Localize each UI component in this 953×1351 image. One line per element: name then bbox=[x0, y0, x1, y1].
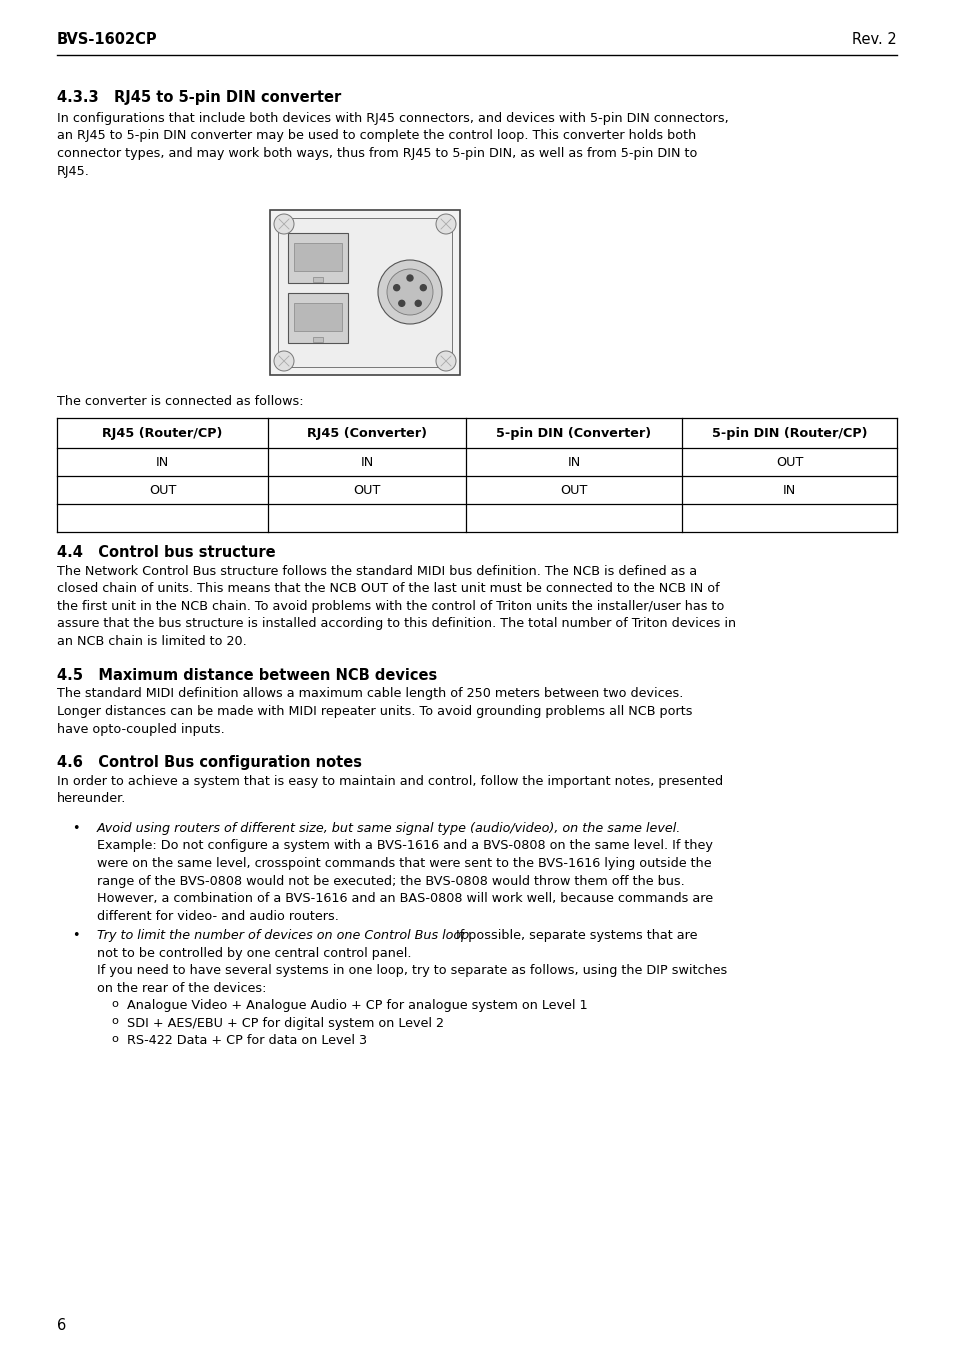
Bar bbox=[277, 218, 452, 367]
Bar bbox=[294, 243, 341, 272]
Circle shape bbox=[387, 269, 433, 315]
Text: Avoid using routers of different size, but same signal type (audio/video), on th: Avoid using routers of different size, b… bbox=[97, 821, 680, 835]
Text: BVS-1602CP: BVS-1602CP bbox=[57, 32, 157, 47]
Circle shape bbox=[274, 213, 294, 234]
Bar bbox=[313, 277, 323, 282]
Circle shape bbox=[420, 285, 426, 290]
Text: IN: IN bbox=[567, 455, 580, 469]
Text: 4.4   Control bus structure: 4.4 Control bus structure bbox=[57, 544, 275, 561]
Text: If possible, separate systems that are: If possible, separate systems that are bbox=[452, 929, 697, 942]
Bar bbox=[270, 209, 459, 376]
Text: •: • bbox=[71, 929, 79, 942]
Circle shape bbox=[394, 285, 399, 290]
Bar bbox=[288, 293, 348, 343]
Text: were on the same level, crosspoint commands that were sent to the BVS-1616 lying: were on the same level, crosspoint comma… bbox=[97, 857, 711, 870]
Text: 4.6   Control Bus configuration notes: 4.6 Control Bus configuration notes bbox=[57, 755, 361, 770]
Text: different for video- and audio routers.: different for video- and audio routers. bbox=[97, 909, 338, 923]
Text: The Network Control Bus structure follows the standard MIDI bus definition. The : The Network Control Bus structure follow… bbox=[57, 565, 697, 578]
Text: Try to limit the number of devices on one Control Bus loop.: Try to limit the number of devices on on… bbox=[97, 929, 473, 942]
Text: IN: IN bbox=[155, 455, 169, 469]
Text: hereunder.: hereunder. bbox=[57, 793, 126, 805]
Text: assure that the bus structure is installed according to this definition. The tot: assure that the bus structure is install… bbox=[57, 617, 736, 631]
Text: the first unit in the NCB chain. To avoid problems with the control of Triton un: the first unit in the NCB chain. To avoi… bbox=[57, 600, 723, 613]
Text: •: • bbox=[71, 821, 79, 835]
Text: In order to achieve a system that is easy to maintain and control, follow the im: In order to achieve a system that is eas… bbox=[57, 775, 722, 788]
Text: SDI + AES/EBU + CP for digital system on Level 2: SDI + AES/EBU + CP for digital system on… bbox=[127, 1016, 443, 1029]
Circle shape bbox=[436, 351, 456, 372]
Bar bbox=[288, 232, 348, 282]
Text: 4.3.3   RJ45 to 5-pin DIN converter: 4.3.3 RJ45 to 5-pin DIN converter bbox=[57, 91, 341, 105]
Bar bbox=[313, 336, 323, 342]
Circle shape bbox=[274, 351, 294, 372]
Text: Longer distances can be made with MIDI repeater units. To avoid grounding proble: Longer distances can be made with MIDI r… bbox=[57, 705, 692, 717]
Text: IN: IN bbox=[782, 484, 796, 497]
Text: range of the BVS-0808 would not be executed; the BVS-0808 would throw them off t: range of the BVS-0808 would not be execu… bbox=[97, 874, 684, 888]
Text: RJ45 (Converter): RJ45 (Converter) bbox=[307, 427, 427, 439]
Text: have opto-coupled inputs.: have opto-coupled inputs. bbox=[57, 723, 225, 735]
Text: 5-pin DIN (Router/CP): 5-pin DIN (Router/CP) bbox=[711, 427, 866, 439]
Circle shape bbox=[415, 300, 421, 307]
Text: 6: 6 bbox=[57, 1319, 66, 1333]
Text: o: o bbox=[111, 1016, 118, 1027]
Text: on the rear of the devices:: on the rear of the devices: bbox=[97, 981, 266, 994]
Text: RJ45 (Router/CP): RJ45 (Router/CP) bbox=[102, 427, 222, 439]
Text: OUT: OUT bbox=[353, 484, 380, 497]
Text: an NCB chain is limited to 20.: an NCB chain is limited to 20. bbox=[57, 635, 247, 648]
Text: 4.5   Maximum distance between NCB devices: 4.5 Maximum distance between NCB devices bbox=[57, 667, 436, 682]
Text: The converter is connected as follows:: The converter is connected as follows: bbox=[57, 394, 303, 408]
Text: 5-pin DIN (Converter): 5-pin DIN (Converter) bbox=[496, 427, 651, 439]
Text: IN: IN bbox=[360, 455, 374, 469]
Text: If you need to have several systems in one loop, try to separate as follows, usi: If you need to have several systems in o… bbox=[97, 965, 726, 977]
Text: connector types, and may work both ways, thus from RJ45 to 5-pin DIN, as well as: connector types, and may work both ways,… bbox=[57, 147, 697, 159]
Text: Rev. 2: Rev. 2 bbox=[851, 32, 896, 47]
Text: closed chain of units. This means that the NCB OUT of the last unit must be conn: closed chain of units. This means that t… bbox=[57, 582, 719, 596]
Bar bbox=[294, 303, 341, 331]
Circle shape bbox=[436, 213, 456, 234]
Text: not to be controlled by one central control panel.: not to be controlled by one central cont… bbox=[97, 947, 411, 959]
Bar bbox=[57, 417, 896, 504]
Text: Example: Do not configure a system with a BVS-1616 and a BVS-0808 on the same le: Example: Do not configure a system with … bbox=[97, 839, 712, 852]
Text: Analogue Video + Analogue Audio + CP for analogue system on Level 1: Analogue Video + Analogue Audio + CP for… bbox=[127, 998, 587, 1012]
Text: However, a combination of a BVS-1616 and an BAS-0808 will work well, because com: However, a combination of a BVS-1616 and… bbox=[97, 892, 713, 905]
Circle shape bbox=[407, 276, 413, 281]
Text: o: o bbox=[111, 1034, 118, 1044]
Text: OUT: OUT bbox=[149, 484, 176, 497]
Text: OUT: OUT bbox=[559, 484, 587, 497]
Text: The standard MIDI definition allows a maximum cable length of 250 meters between: The standard MIDI definition allows a ma… bbox=[57, 688, 682, 701]
Circle shape bbox=[398, 300, 404, 307]
Text: OUT: OUT bbox=[775, 455, 802, 469]
Text: RJ45.: RJ45. bbox=[57, 165, 90, 177]
Text: RS-422 Data + CP for data on Level 3: RS-422 Data + CP for data on Level 3 bbox=[127, 1034, 367, 1047]
Text: an RJ45 to 5-pin DIN converter may be used to complete the control loop. This co: an RJ45 to 5-pin DIN converter may be us… bbox=[57, 130, 696, 142]
Circle shape bbox=[377, 259, 441, 324]
Text: In configurations that include both devices with RJ45 connectors, and devices wi: In configurations that include both devi… bbox=[57, 112, 728, 126]
Text: o: o bbox=[111, 998, 118, 1009]
